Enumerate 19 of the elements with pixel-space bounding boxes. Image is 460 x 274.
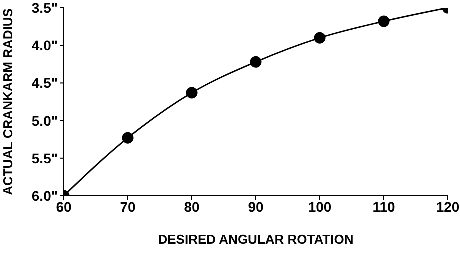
y-axis-title: ACTUAL CRANKARM RADIUS bbox=[0, 8, 16, 196]
x-tick-label: 90 bbox=[248, 198, 264, 215]
y-tick-label: 3.5" bbox=[32, 0, 58, 16]
x-tick-label: 120 bbox=[436, 198, 460, 215]
x-tick-label: 110 bbox=[372, 198, 396, 215]
y-tick-label: 5.0" bbox=[32, 112, 58, 129]
x-tick-label: 60 bbox=[56, 198, 72, 215]
point bbox=[314, 32, 326, 44]
x-axis-title: DESIRED ANGULAR ROTATION bbox=[158, 232, 354, 247]
y-tick-label: 5.5" bbox=[32, 150, 58, 166]
x-tick-label: 100 bbox=[308, 198, 332, 215]
point bbox=[186, 87, 198, 99]
y-tick-label: 6.0" bbox=[32, 188, 58, 204]
x-tick-label: 70 bbox=[120, 198, 136, 215]
point bbox=[250, 56, 262, 68]
y-tick-label: 4.0" bbox=[32, 38, 58, 54]
y-tick-label: 4.5" bbox=[32, 75, 58, 92]
point bbox=[378, 16, 390, 28]
x-tick-label: 80 bbox=[184, 198, 200, 215]
